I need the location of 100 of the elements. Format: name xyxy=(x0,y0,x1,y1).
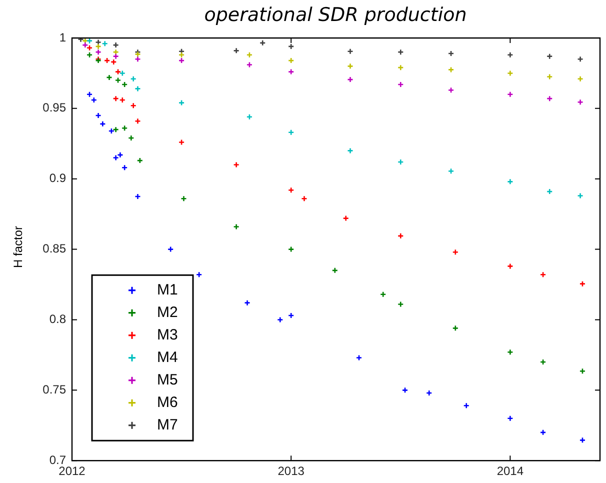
point xyxy=(397,232,404,240)
point xyxy=(134,118,141,124)
point xyxy=(332,267,338,274)
y-tick-label: 1 xyxy=(59,30,66,44)
point xyxy=(134,86,141,92)
point xyxy=(577,56,584,62)
point xyxy=(86,91,93,98)
point xyxy=(82,42,88,48)
point xyxy=(128,134,134,142)
point xyxy=(347,63,354,70)
point xyxy=(180,195,187,202)
point xyxy=(397,81,404,88)
point xyxy=(246,52,253,58)
point xyxy=(95,48,102,56)
point xyxy=(397,64,404,71)
legend-label: M2 xyxy=(157,304,178,321)
point xyxy=(119,70,126,76)
point xyxy=(507,263,514,270)
legend-label: M1 xyxy=(157,281,178,298)
point xyxy=(233,162,240,168)
point xyxy=(448,168,454,174)
point xyxy=(117,152,124,158)
point xyxy=(507,70,514,76)
point xyxy=(130,76,136,82)
point xyxy=(86,52,93,58)
point xyxy=(301,195,308,202)
chart-title: operational SDR production xyxy=(203,4,468,26)
x-tick-label: 2012 xyxy=(58,464,86,478)
point xyxy=(288,246,294,252)
point xyxy=(347,48,354,55)
point xyxy=(507,52,514,58)
point xyxy=(114,68,122,75)
point xyxy=(507,178,514,185)
point xyxy=(452,325,459,332)
y-tick-label: 0.75 xyxy=(42,382,66,396)
point xyxy=(121,81,128,88)
point xyxy=(112,126,119,133)
point xyxy=(380,291,386,298)
point xyxy=(546,188,553,195)
point xyxy=(448,50,454,57)
legend-label: M4 xyxy=(157,348,178,366)
point xyxy=(288,43,294,50)
point xyxy=(112,95,119,102)
point xyxy=(112,48,119,56)
point xyxy=(246,62,253,68)
point xyxy=(196,272,202,278)
point xyxy=(452,248,459,256)
point xyxy=(347,76,354,83)
legend-label: M6 xyxy=(157,394,178,411)
point xyxy=(233,48,240,54)
point xyxy=(288,186,294,194)
point xyxy=(507,348,514,356)
point xyxy=(178,57,185,64)
point xyxy=(90,96,98,104)
y-axis-title: H factor xyxy=(11,225,25,270)
point xyxy=(112,154,119,161)
point xyxy=(288,68,294,75)
point xyxy=(397,301,404,308)
y-tick-label: 0.95 xyxy=(42,100,66,115)
point xyxy=(347,148,354,154)
point xyxy=(104,57,110,64)
point xyxy=(426,390,432,396)
point xyxy=(546,53,553,60)
point xyxy=(102,40,108,47)
point xyxy=(95,39,102,46)
point xyxy=(178,139,185,146)
point xyxy=(100,120,106,128)
point xyxy=(397,48,404,56)
point xyxy=(579,368,586,374)
point xyxy=(114,77,122,84)
point xyxy=(112,53,119,60)
point xyxy=(448,66,454,73)
point xyxy=(136,157,144,164)
point xyxy=(130,102,136,109)
point xyxy=(579,437,586,444)
point xyxy=(246,114,253,120)
point xyxy=(356,354,362,361)
point xyxy=(86,44,93,52)
point xyxy=(86,38,93,44)
point xyxy=(121,125,128,132)
point xyxy=(167,246,174,252)
point xyxy=(134,56,141,62)
point xyxy=(244,300,250,306)
x-tick-label: 2013 xyxy=(278,464,305,478)
point xyxy=(402,387,408,394)
y-tick-label: 0.9 xyxy=(49,171,66,186)
point xyxy=(577,192,584,199)
point xyxy=(448,86,454,94)
y-tick-label: 0.7 xyxy=(49,452,66,467)
point xyxy=(342,215,350,222)
point xyxy=(288,57,294,64)
point xyxy=(579,280,586,287)
point xyxy=(95,112,102,119)
point xyxy=(178,48,185,55)
point xyxy=(288,312,294,319)
point xyxy=(233,224,240,230)
point xyxy=(106,74,112,81)
point xyxy=(463,402,470,409)
point xyxy=(95,43,102,50)
point xyxy=(546,95,553,102)
